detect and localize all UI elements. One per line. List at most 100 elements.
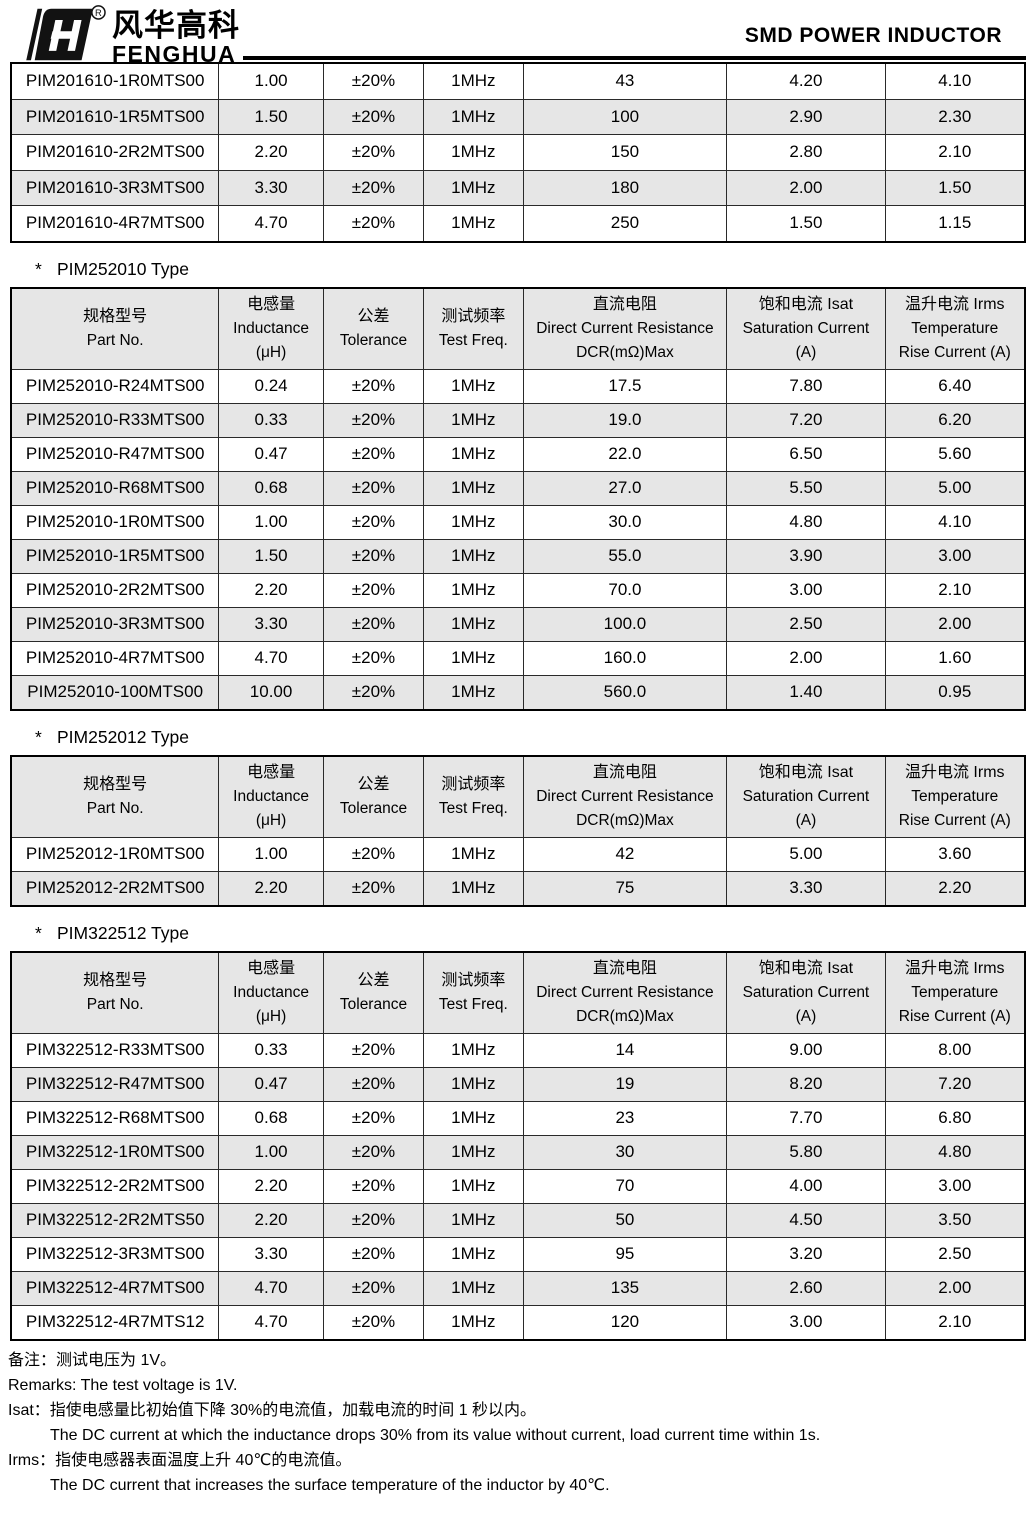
irms-cell: 2.10 xyxy=(884,134,1026,171)
isat-cell: 2.80 xyxy=(726,134,886,171)
remark-line: 备注：测试电压为 1V。 xyxy=(8,1351,177,1369)
part_no-cell: PIM201610-4R7MTS00 xyxy=(10,205,220,242)
inductance-cell: 0.24 xyxy=(218,368,324,404)
column-header-line: 公差 xyxy=(357,971,390,989)
column-header-line: 饱和电流 Isat xyxy=(758,763,854,781)
column-header-isat: 饱和电流 Isat Saturation Current (A) xyxy=(726,755,886,838)
column-header-line: (A) xyxy=(795,1007,817,1025)
part_no-cell: PIM252010-R68MTS00 xyxy=(10,470,220,506)
table-row: PIM201610-1R0MTS00 1.00 ±20% 1MHz 43 4.20 4.10 xyxy=(10,62,1026,100)
column-header-line: 温升电流 Irms xyxy=(904,295,1005,313)
isat-cell: 8.20 xyxy=(726,1066,886,1102)
spec-table-pim252010: 规格型号 Part No. 电感量 Inductance (μH) 公差 Tolerance… xyxy=(10,286,1026,711)
inductance-cell: 1.00 xyxy=(218,836,324,872)
tolerance-cell: ±20% xyxy=(322,1032,425,1068)
column-header-line: 规格型号 xyxy=(83,971,148,989)
column-header-line: 电感量 xyxy=(247,959,296,977)
section-heading-label: PIM252010 Type xyxy=(57,258,189,279)
table-row: PIM252010-R24MTS00 0.24 ±20% 1MHz 17.5 7.80 6.… xyxy=(10,368,1026,404)
test_freq-cell: 1MHz xyxy=(423,470,524,506)
inductance-cell: 0.33 xyxy=(218,1032,324,1068)
test_freq-cell: 1MHz xyxy=(423,1100,524,1136)
test_freq-cell: 1MHz xyxy=(423,504,524,540)
dcr-cell: 27.0 xyxy=(522,470,728,506)
column-header-line: Temperature xyxy=(911,787,999,805)
irms-cell: 3.00 xyxy=(884,538,1026,574)
tolerance-cell: ±20% xyxy=(322,402,425,438)
table-row: PIM322512-4R7MTS12 4.70 ±20% 1MHz 120 3.00 2.1… xyxy=(10,1304,1026,1340)
column-header-part_no: 规格型号 Part No. xyxy=(10,951,220,1034)
isat-cell: 3.00 xyxy=(726,572,886,608)
column-header-line: 直流电阻 xyxy=(592,763,657,781)
column-header-line: (A) xyxy=(795,811,817,829)
table-row: PIM322512-1R0MTS00 1.00 ±20% 1MHz 30 5.80 4.80 xyxy=(10,1134,1026,1170)
page-title: SMD POWER INDUCTOR xyxy=(744,24,1002,47)
part_no-cell: PIM252010-1R5MTS00 xyxy=(10,538,220,574)
dcr-cell: 560.0 xyxy=(522,674,728,710)
section-heading-pim252012: * PIM252012 Type xyxy=(35,725,1036,749)
spec-table-pim201610: PIM201610-1R0MTS00 1.00 ±20% 1MHz 43 4.20 4.10… xyxy=(10,62,1026,243)
isat-cell: 6.50 xyxy=(726,436,886,472)
column-header-line: Inductance xyxy=(233,787,309,805)
isat-cell: 1.40 xyxy=(726,674,886,710)
tolerance-cell: ±20% xyxy=(322,1168,425,1204)
table-row: PIM252010-R47MTS00 0.47 ±20% 1MHz 22.0 6.50 5.… xyxy=(10,436,1026,472)
irms-cell: 8.00 xyxy=(884,1032,1026,1068)
column-header-line: 电感量 xyxy=(247,295,296,313)
column-header-part_no: 规格型号 Part No. xyxy=(10,755,220,838)
part_no-cell: PIM322512-2R2MTS00 xyxy=(10,1168,220,1204)
part_no-cell: PIM252010-1R0MTS00 xyxy=(10,504,220,540)
irms-cell: 4.10 xyxy=(884,62,1026,100)
column-header-line: DCR(mΩ)Max xyxy=(576,811,674,829)
test_freq-cell: 1MHz xyxy=(423,1134,524,1170)
test_freq-cell: 1MHz xyxy=(423,1304,524,1340)
tolerance-cell: ±20% xyxy=(322,606,425,642)
table-row: PIM252010-4R7MTS00 4.70 ±20% 1MHz 160.0 2.00 1… xyxy=(10,640,1026,676)
remark-line: Isat：指使电感量比初始值下降 30%的电流值，加载电流的时间 1 秒以内。 xyxy=(8,1401,537,1419)
column-header-line: Direct Current Resistance xyxy=(536,983,714,1001)
column-header-line: 公差 xyxy=(357,775,390,793)
table-row: PIM201610-1R5MTS00 1.50 ±20% 1MHz 100 2.90 2.3… xyxy=(10,98,1026,135)
table-row: PIM322512-R68MTS00 0.68 ±20% 1MHz 23 7.70 6.80 xyxy=(10,1100,1026,1136)
test_freq-cell: 1MHz xyxy=(423,836,524,872)
isat-cell: 9.00 xyxy=(726,1032,886,1068)
inductance-cell: 10.00 xyxy=(218,674,324,710)
spec-tables-container: PIM201610-1R0MTS00 1.00 ±20% 1MHz 43 4.20 4.10… xyxy=(0,62,1036,1341)
column-header-line: Tolerance xyxy=(339,331,408,349)
tolerance-cell: ±20% xyxy=(322,205,425,242)
irms-cell: 4.10 xyxy=(884,504,1026,540)
column-header-inductance: 电感量 Inductance (μH) xyxy=(218,755,324,838)
irms-cell: 2.20 xyxy=(884,870,1026,906)
test_freq-cell: 1MHz xyxy=(423,62,524,100)
inductance-cell: 2.20 xyxy=(218,134,324,171)
table-row: PIM322512-3R3MTS00 3.30 ±20% 1MHz 95 3.20 2.50 xyxy=(10,1236,1026,1272)
part_no-cell: PIM252010-2R2MTS00 xyxy=(10,572,220,608)
test_freq-cell: 1MHz xyxy=(423,870,524,906)
tolerance-cell: ±20% xyxy=(322,836,425,872)
isat-cell: 2.90 xyxy=(726,98,886,135)
part_no-cell: PIM201610-1R5MTS00 xyxy=(10,98,220,135)
tolerance-cell: ±20% xyxy=(322,134,425,171)
dcr-cell: 42 xyxy=(522,836,728,872)
isat-cell: 3.90 xyxy=(726,538,886,574)
irms-cell: 7.20 xyxy=(884,1066,1026,1102)
test_freq-cell: 1MHz xyxy=(423,1202,524,1238)
remark-line: Remarks: The test voltage is 1V. xyxy=(8,1376,238,1394)
column-header-dcr: 直流电阻 Direct Current Resistance DCR(mΩ)Max xyxy=(522,755,728,838)
part_no-cell: PIM252010-R24MTS00 xyxy=(10,368,220,404)
section-heading-pim252010: * PIM252010 Type xyxy=(35,257,1036,281)
tolerance-cell: ±20% xyxy=(322,538,425,574)
dcr-cell: 135 xyxy=(522,1270,728,1306)
column-header-line: 规格型号 xyxy=(83,307,148,325)
dcr-cell: 19 xyxy=(522,1066,728,1102)
irms-cell: 5.00 xyxy=(884,470,1026,506)
inductance-cell: 1.00 xyxy=(218,1134,324,1170)
inductance-cell: 3.30 xyxy=(218,606,324,642)
dcr-cell: 30 xyxy=(522,1134,728,1170)
column-header-tolerance: 公差 Tolerance xyxy=(322,951,425,1034)
inductance-cell: 2.20 xyxy=(218,870,324,906)
inductance-cell: 2.20 xyxy=(218,572,324,608)
column-header-line: Direct Current Resistance xyxy=(536,319,714,337)
isat-cell: 1.50 xyxy=(726,205,886,242)
